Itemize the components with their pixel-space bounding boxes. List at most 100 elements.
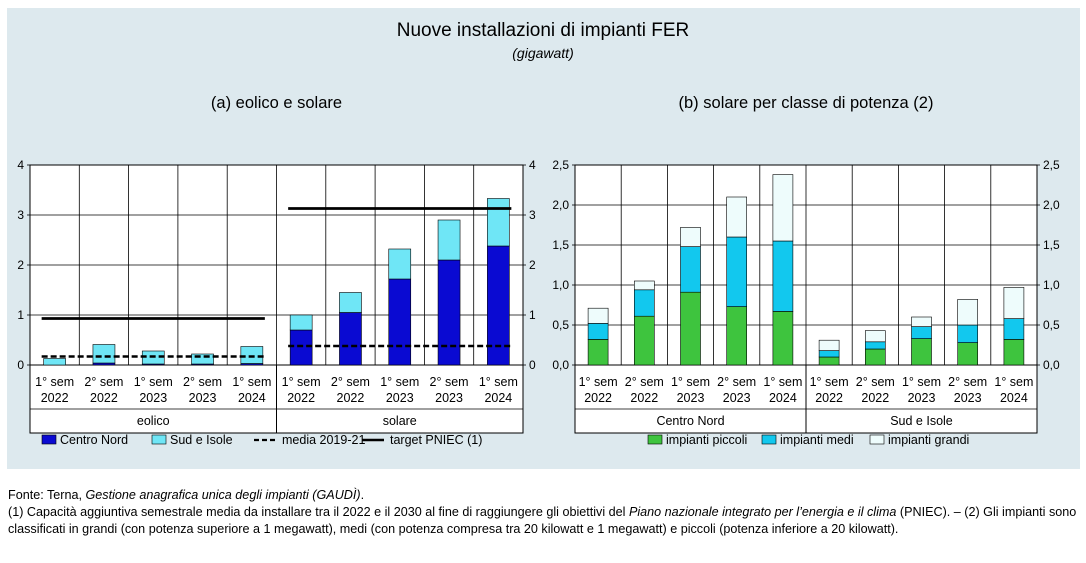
panel-a-ytick-left: 3 — [17, 208, 24, 222]
legend-swatch — [151, 434, 167, 445]
panel-b-category-label: 2022 — [861, 391, 889, 405]
panel-a-category-label: 2023 — [435, 391, 463, 405]
panel-b-bar-centro-nord-impianti-medi — [680, 246, 701, 293]
panel-b-ytick-left: 0,5 — [552, 318, 569, 332]
panel-b-bar-centro-nord-impianti-piccoli — [772, 311, 794, 366]
panel-b-ytick-left: 0,0 — [552, 358, 569, 372]
panel-b-category-label: 2024 — [769, 391, 797, 405]
legend-label: impianti grandi — [888, 433, 969, 447]
panel-b-bar-sud-e-isole-impianti-grandi — [864, 330, 886, 343]
panel-a-category-label: 1° sem — [282, 375, 321, 389]
panel-b-category-label: 1° sem — [810, 375, 849, 389]
panel-a-bar-solare-sud-e-isole — [388, 248, 412, 280]
panel-b-category-label: 2° sem — [856, 375, 895, 389]
panel-b-category-label: 1° sem — [994, 375, 1033, 389]
panel-b-bar-sud-e-isole-impianti-grandi — [911, 316, 932, 327]
panel-b-bar-centro-nord-impianti-grandi — [726, 196, 748, 238]
panel-a-category-label: 2022 — [287, 391, 315, 405]
panel-a-category-label: 1° sem — [380, 375, 419, 389]
panel-b-title: (b) solare per classe di potenza (2) — [678, 94, 934, 112]
legend-label: impianti piccoli — [666, 433, 747, 447]
panel-b-ytick-left: 2,5 — [552, 158, 569, 172]
panel-b-category-label: 2° sem — [948, 375, 987, 389]
chart-title: Nuove installazioni di impianti FER — [396, 20, 690, 41]
panel-b-bar-centro-nord-impianti-piccoli — [587, 339, 609, 366]
panel-b-category-label: 2023 — [677, 391, 705, 405]
panel-a-category-label: 2022 — [90, 391, 118, 405]
panel-b-ytick-right: 0,5 — [1043, 318, 1060, 332]
panel-b-ytick-right: 2,0 — [1043, 198, 1060, 212]
panel-a-bar-solare-centro-nord — [388, 278, 412, 366]
panel-a-category-label: 1° sem — [35, 375, 74, 389]
legend-swatch — [869, 434, 885, 445]
panel-a-category-label: 2023 — [139, 391, 167, 405]
panel-a-bar-eolico-sud-e-isole — [92, 344, 116, 364]
panel-a-category-label: 1° sem — [479, 375, 518, 389]
legend-label: media 2019-21 — [282, 433, 365, 447]
legend-label: Sud e Isole — [170, 433, 233, 447]
panel-b-bar-centro-nord-impianti-piccoli — [633, 315, 655, 366]
panel-b-bar-centro-nord-impianti-piccoli — [726, 306, 748, 366]
panel-b-ytick-right: 1,0 — [1043, 278, 1060, 292]
panel-a-bar-solare-centro-nord — [339, 312, 362, 366]
panel-b-category-label: 2022 — [815, 391, 843, 405]
panel-a-bar-solare-sud-e-isole — [289, 314, 313, 331]
panel-a-category-label: 2° sem — [430, 375, 469, 389]
panel-b-category-label: 2022 — [630, 391, 658, 405]
panel-b-bar-sud-e-isole-impianti-grandi — [818, 339, 840, 351]
panel-b-ytick-left: 1,0 — [552, 278, 569, 292]
panel-b-bar-sud-e-isole-impianti-medi — [957, 324, 979, 343]
panel-a-category-label: 1° sem — [134, 375, 173, 389]
chart-subtitle: (gigawatt) — [512, 45, 574, 61]
panel-b-category-label: 1° sem — [902, 375, 941, 389]
panel-a-bar-eolico-sud-e-isole — [43, 358, 66, 366]
panel-b-ytick-right: 2,5 — [1043, 158, 1060, 172]
panel-a-bar-solare-sud-e-isole — [487, 198, 510, 247]
panel-a-ytick-left: 2 — [17, 258, 24, 272]
panel-a-category-label: 2024 — [484, 391, 512, 405]
panel-a-title: (a) eolico e solare — [210, 94, 343, 112]
panel-b-bar-sud-e-isole-impianti-piccoli — [1003, 339, 1025, 366]
panel-a-bar-eolico-sud-e-isole — [240, 346, 264, 364]
legend-swatch — [761, 434, 777, 445]
panel-b-bar-centro-nord-impianti-piccoli — [680, 291, 701, 366]
panel-a-bar-eolico-sud-e-isole — [191, 353, 214, 365]
panel-b-bar-sud-e-isole-impianti-piccoli — [864, 348, 886, 366]
panel-b-category-label: 2023 — [908, 391, 936, 405]
panel-a-category-label: 2° sem — [183, 375, 222, 389]
panel-b-category-label: 2024 — [1000, 391, 1028, 405]
panel-a-ytick-right: 2 — [529, 258, 536, 272]
panel-a-category-label: 1° sem — [232, 375, 271, 389]
panel-b-bar-sud-e-isole-impianti-medi — [864, 341, 886, 350]
panel-a-category-label: 2° sem — [331, 375, 370, 389]
panel-b-bar-sud-e-isole-impianti-grandi — [957, 299, 979, 326]
panel-a-ytick-left: 0 — [17, 358, 24, 372]
panel-b-bar-centro-nord-impianti-grandi — [633, 280, 655, 291]
panel-a-bar-solare-sud-e-isole — [339, 292, 362, 313]
panel-a-group-label: eolico — [137, 414, 170, 428]
panel-a-category-label: 2° sem — [84, 375, 123, 389]
legend-swatch — [41, 434, 57, 445]
panel-b-bar-centro-nord-impianti-medi — [633, 289, 655, 317]
panel-a-category-label: 2023 — [189, 391, 217, 405]
panel-a-category-label: 2022 — [337, 391, 365, 405]
panel-b-bar-sud-e-isole-impianti-medi — [818, 350, 840, 358]
panel-a-category-label: 2024 — [238, 391, 266, 405]
panel-b-category-label: 2° sem — [717, 375, 756, 389]
panel-a-ytick-right: 0 — [529, 358, 536, 372]
panel-b-category-label: 2° sem — [625, 375, 664, 389]
panel-a-ytick-left: 4 — [17, 158, 24, 172]
panel-b-bar-sud-e-isole-impianti-grandi — [1003, 287, 1025, 319]
panel-b-group-label: Centro Nord — [656, 414, 724, 428]
panel-a-ytick-right: 4 — [529, 158, 536, 172]
panel-b-bar-sud-e-isole-impianti-piccoli — [911, 338, 932, 366]
footnotes: Fonte: Terna, Gestione anagrafica unica … — [8, 487, 1083, 538]
panel-b-bar-centro-nord-impianti-grandi — [680, 227, 701, 247]
legend-label: impianti medi — [780, 433, 854, 447]
panel-b-bar-sud-e-isole-impianti-piccoli — [818, 356, 840, 366]
chart-canvas: 0 0 1 1 2 2 3 3 4 4 eolico 1° sem 2022 2° sem 2022 1° s… — [17, 158, 1060, 447]
panel-b-category-label: 1° sem — [671, 375, 710, 389]
panel-b-bar-centro-nord-impianti-grandi — [587, 307, 609, 324]
panel-b-group-label: Sud e Isole — [890, 414, 953, 428]
panel-b-category-label: 2023 — [954, 391, 982, 405]
